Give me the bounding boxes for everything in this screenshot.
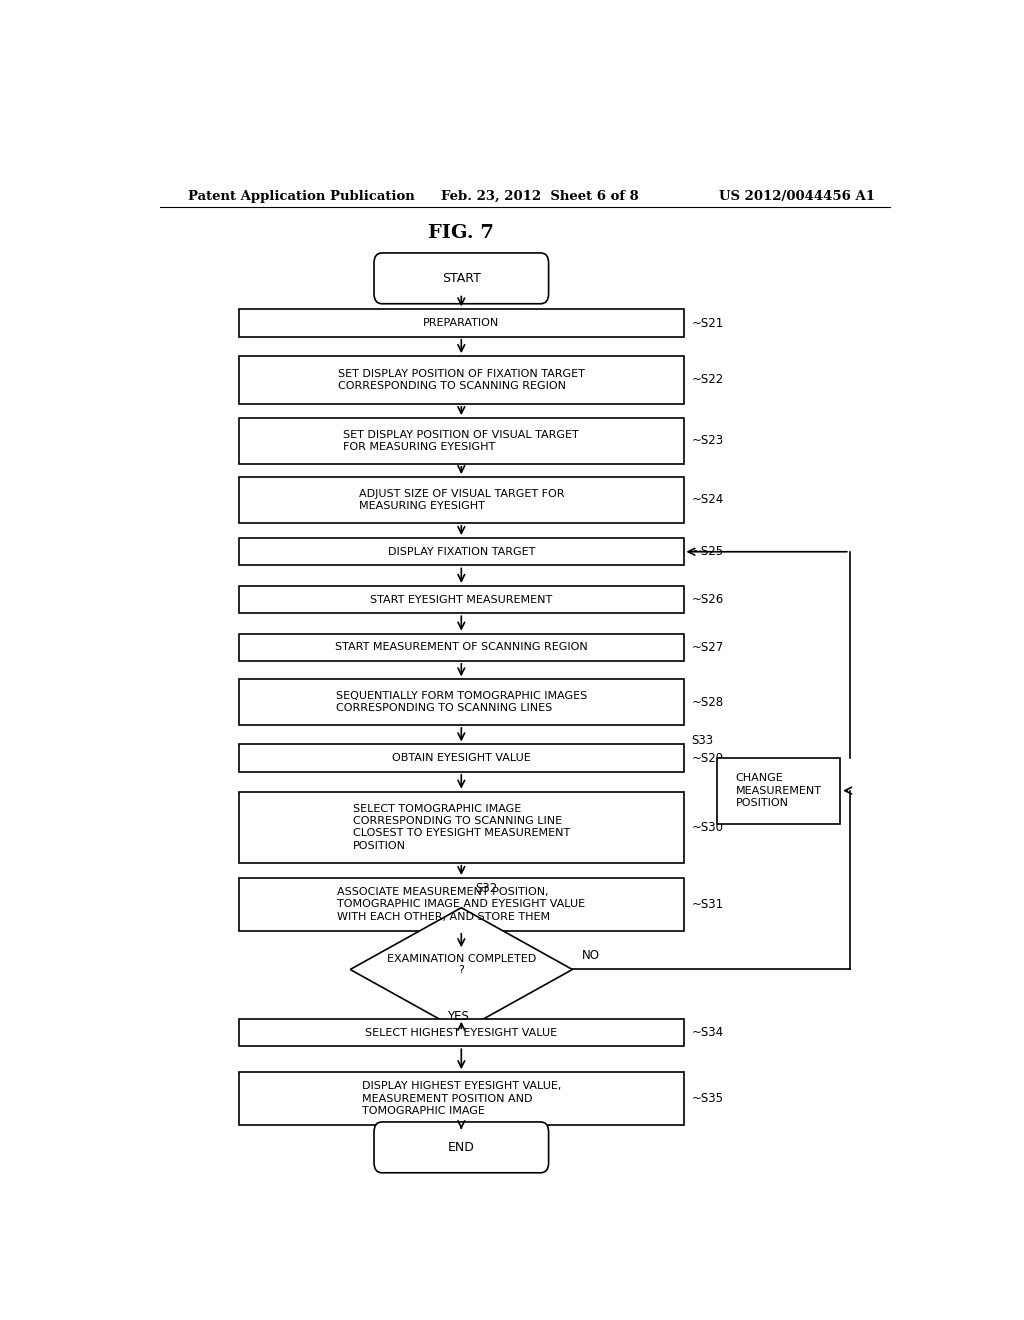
Bar: [239, 1072, 684, 1125]
Bar: [239, 1019, 684, 1047]
Bar: [239, 680, 684, 725]
Text: NO: NO: [582, 949, 600, 962]
Text: ~S22: ~S22: [691, 374, 724, 387]
FancyBboxPatch shape: [374, 1122, 549, 1172]
Text: START MEASUREMENT OF SCANNING REGION: START MEASUREMENT OF SCANNING REGION: [335, 643, 588, 652]
Text: ~S30: ~S30: [691, 821, 723, 834]
Text: DISPLAY HIGHEST EYESIGHT VALUE,
MEASUREMENT POSITION AND
TOMOGRAPHIC IMAGE: DISPLAY HIGHEST EYESIGHT VALUE, MEASUREM…: [361, 1081, 561, 1115]
Text: YES: YES: [447, 1010, 469, 1023]
Text: ~S24: ~S24: [691, 494, 724, 507]
Bar: [239, 878, 684, 931]
Text: CHANGE
MEASUREMENT
POSITION: CHANGE MEASUREMENT POSITION: [736, 774, 821, 808]
Bar: [239, 356, 684, 404]
Bar: [239, 792, 684, 863]
Bar: [239, 539, 684, 565]
Text: SEQUENTIALLY FORM TOMOGRAPHIC IMAGES
CORRESPONDING TO SCANNING LINES: SEQUENTIALLY FORM TOMOGRAPHIC IMAGES COR…: [336, 690, 587, 713]
Text: ~S25: ~S25: [691, 545, 724, 558]
Text: END: END: [447, 1140, 475, 1154]
Text: START EYESIGHT MEASUREMENT: START EYESIGHT MEASUREMENT: [371, 594, 552, 605]
Text: SET DISPLAY POSITION OF FIXATION TARGET
CORRESPONDING TO SCANNING REGION: SET DISPLAY POSITION OF FIXATION TARGET …: [338, 368, 585, 391]
Text: ~S35: ~S35: [691, 1092, 723, 1105]
Text: DISPLAY FIXATION TARGET: DISPLAY FIXATION TARGET: [388, 546, 535, 557]
Text: ~S28: ~S28: [691, 696, 724, 709]
Bar: [239, 586, 684, 614]
Text: US 2012/0044456 A1: US 2012/0044456 A1: [719, 190, 876, 202]
Bar: [239, 744, 684, 772]
Text: ~S31: ~S31: [691, 898, 724, 911]
Text: S32: S32: [475, 882, 498, 895]
Text: SET DISPLAY POSITION OF VISUAL TARGET
FOR MEASURING EYESIGHT: SET DISPLAY POSITION OF VISUAL TARGET FO…: [343, 430, 580, 453]
Text: ~S34: ~S34: [691, 1026, 724, 1039]
Text: Feb. 23, 2012  Sheet 6 of 8: Feb. 23, 2012 Sheet 6 of 8: [441, 190, 639, 202]
Text: ADJUST SIZE OF VISUAL TARGET FOR
MEASURING EYESIGHT: ADJUST SIZE OF VISUAL TARGET FOR MEASURI…: [358, 488, 564, 511]
Text: PREPARATION: PREPARATION: [423, 318, 500, 329]
Bar: [239, 418, 684, 463]
Text: ~S26: ~S26: [691, 593, 724, 606]
Text: ~S29: ~S29: [691, 751, 724, 764]
Text: OBTAIN EYESIGHT VALUE: OBTAIN EYESIGHT VALUE: [392, 754, 530, 763]
Bar: [239, 309, 684, 337]
Text: START: START: [442, 272, 480, 285]
FancyBboxPatch shape: [374, 253, 549, 304]
Text: SELECT TOMOGRAPHIC IMAGE
CORRESPONDING TO SCANNING LINE
CLOSEST TO EYESIGHT MEAS: SELECT TOMOGRAPHIC IMAGE CORRESPONDING T…: [352, 804, 570, 851]
Text: EXAMINATION COMPLETED
?: EXAMINATION COMPLETED ?: [387, 953, 536, 975]
Text: SELECT HIGHEST EYESIGHT VALUE: SELECT HIGHEST EYESIGHT VALUE: [366, 1027, 557, 1038]
Text: ~S23: ~S23: [691, 434, 724, 447]
Bar: [717, 758, 841, 824]
Text: ~S27: ~S27: [691, 640, 724, 653]
Text: ASSOCIATE MEASUREMENT POSITION,
TOMOGRAPHIC IMAGE AND EYESIGHT VALUE
WITH EACH O: ASSOCIATE MEASUREMENT POSITION, TOMOGRAP…: [337, 887, 586, 921]
Bar: [239, 634, 684, 661]
Bar: [239, 477, 684, 523]
Text: S33: S33: [691, 734, 714, 747]
Text: FIG. 7: FIG. 7: [428, 223, 495, 242]
Text: ~S21: ~S21: [691, 317, 724, 330]
Polygon shape: [350, 908, 572, 1031]
Text: Patent Application Publication: Patent Application Publication: [187, 190, 415, 202]
